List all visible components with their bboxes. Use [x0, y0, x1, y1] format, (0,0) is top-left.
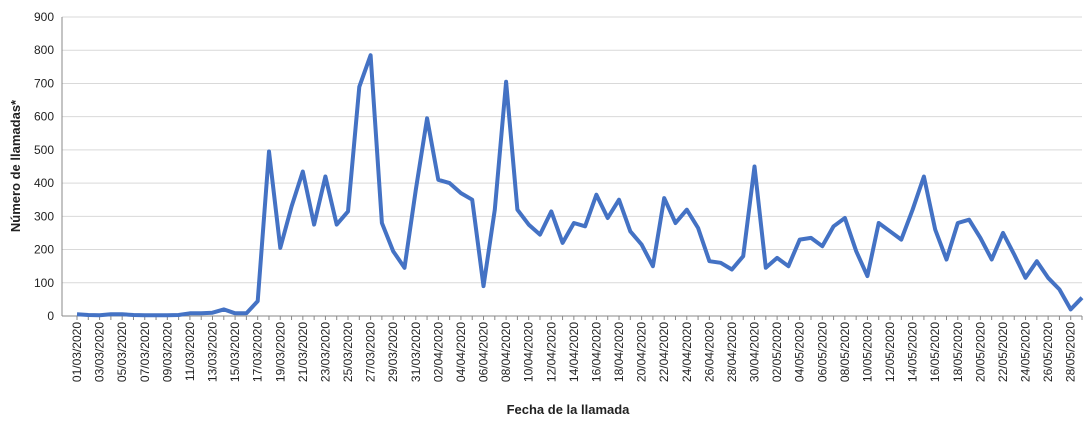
y-axis-label: Número de llamadas* — [8, 99, 23, 232]
data-line — [76, 53, 1084, 318]
x-tick-label: 31/03/2020 — [409, 322, 423, 382]
x-tick-label: 26/04/2020 — [702, 322, 716, 382]
x-tick-label: 05/03/2020 — [115, 322, 129, 382]
x-tick-label: 14/05/2020 — [906, 322, 920, 382]
y-tick-label: 800 — [34, 43, 54, 57]
x-tick-label: 16/04/2020 — [589, 322, 603, 382]
x-tick-label: 24/04/2020 — [680, 322, 694, 382]
x-tick-label: 08/04/2020 — [499, 322, 513, 382]
x-tick-label: 28/05/2020 — [1064, 322, 1078, 382]
x-tick-label: 02/04/2020 — [431, 322, 445, 382]
y-tick-label: 600 — [34, 110, 54, 124]
y-tick-label: 200 — [34, 243, 54, 257]
x-tick-label: 10/05/2020 — [860, 322, 874, 382]
x-tick-label: 06/04/2020 — [477, 322, 491, 382]
x-tick-label: 04/05/2020 — [793, 322, 807, 382]
x-tick-label: 04/04/2020 — [454, 322, 468, 382]
x-axis-label: Fecha de la llamada — [507, 402, 631, 417]
x-tick-label: 20/04/2020 — [635, 322, 649, 382]
y-tick-label: 300 — [34, 209, 54, 223]
x-tick-label: 20/05/2020 — [973, 322, 987, 382]
x-tick-label: 12/04/2020 — [544, 322, 558, 382]
x-tick-label: 28/04/2020 — [725, 322, 739, 382]
x-tick-label: 01/03/2020 — [70, 322, 84, 382]
x-tick-label: 24/05/2020 — [1019, 322, 1033, 382]
x-tick-label: 07/03/2020 — [138, 322, 152, 382]
y-tick-label: 500 — [34, 143, 54, 157]
x-tick-label: 13/03/2020 — [206, 322, 220, 382]
x-tick-label: 08/05/2020 — [838, 322, 852, 382]
x-tick-label: 03/03/2020 — [93, 322, 107, 382]
x-tick-label: 18/04/2020 — [612, 322, 626, 382]
x-tick-label: 10/04/2020 — [522, 322, 536, 382]
x-tick-label: 14/04/2020 — [567, 322, 581, 382]
y-tick-label: 0 — [47, 309, 54, 323]
x-tick-label: 16/05/2020 — [928, 322, 942, 382]
y-tick-label: 700 — [34, 76, 54, 90]
x-tick-label: 06/05/2020 — [815, 322, 829, 382]
x-tick-label: 27/03/2020 — [364, 322, 378, 382]
x-tick-label: 25/03/2020 — [341, 322, 355, 382]
x-tick-label: 02/05/2020 — [770, 322, 784, 382]
x-tick-label: 21/03/2020 — [296, 322, 310, 382]
y-tick-label: 900 — [34, 10, 54, 24]
x-tick-label: 19/03/2020 — [273, 322, 287, 382]
x-tick-label: 29/03/2020 — [386, 322, 400, 382]
x-tick-label: 17/03/2020 — [251, 322, 265, 382]
x-tick-label: 09/03/2020 — [160, 322, 174, 382]
x-tick-label: 23/03/2020 — [318, 322, 332, 382]
y-tick-label: 100 — [34, 276, 54, 290]
x-tick-label: 11/03/2020 — [183, 322, 197, 381]
x-tick-label: 30/04/2020 — [748, 322, 762, 382]
x-tick-label: 18/05/2020 — [951, 322, 965, 382]
y-tick-label: 400 — [34, 176, 54, 190]
x-tick-label: 26/05/2020 — [1041, 322, 1055, 382]
x-tick-label: 22/05/2020 — [996, 322, 1010, 382]
x-tick-label: 12/05/2020 — [883, 322, 897, 382]
x-tick-label: 15/03/2020 — [228, 322, 242, 382]
x-tick-label: 22/04/2020 — [657, 322, 671, 382]
